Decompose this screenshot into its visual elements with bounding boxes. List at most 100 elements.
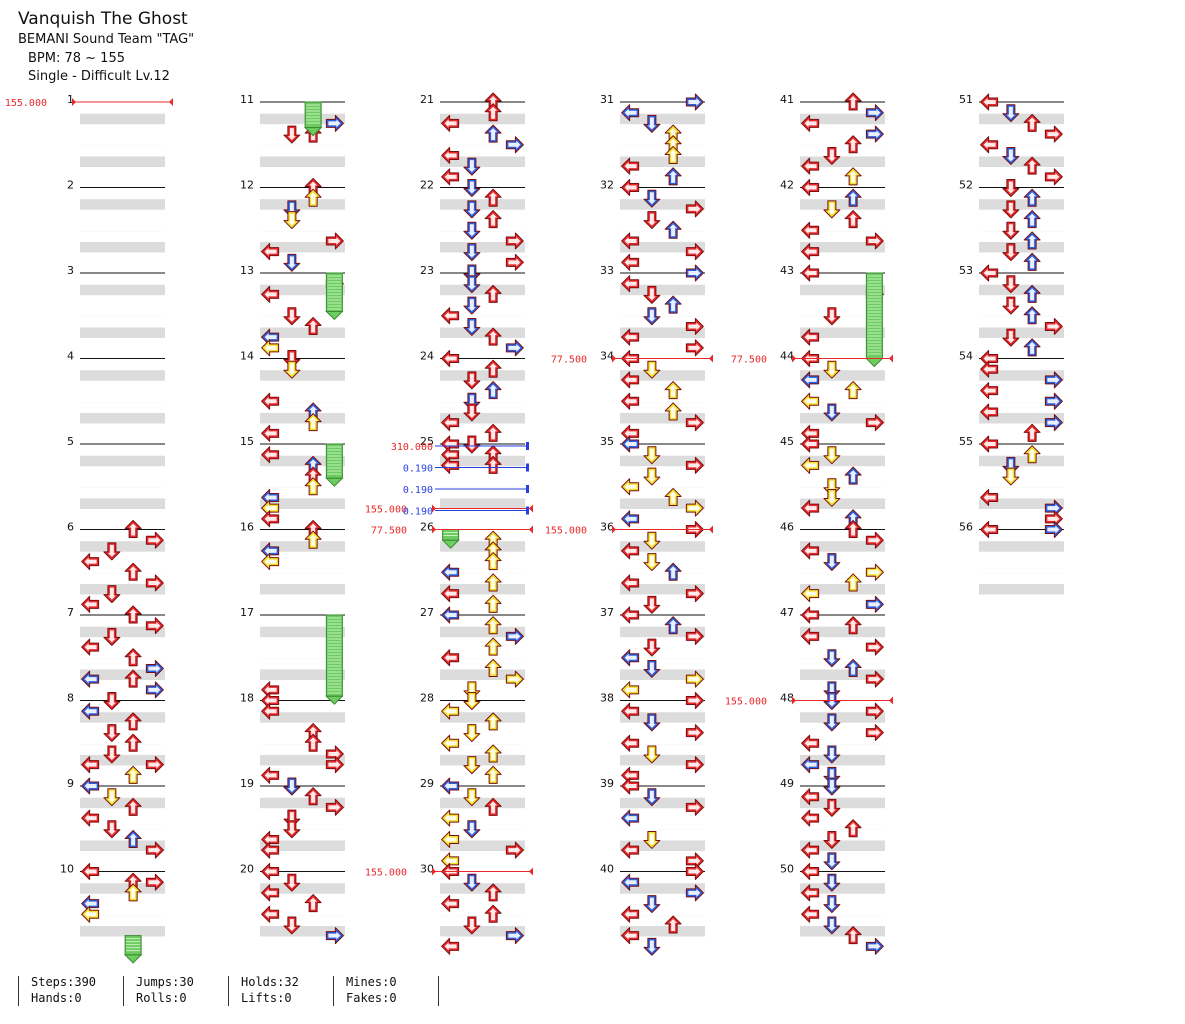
- step-arrow: [823, 745, 841, 764]
- beat-band-light: [620, 893, 705, 905]
- bpm-marker-head: [529, 867, 533, 876]
- beat-band-light: [80, 851, 165, 862]
- step-arrow: [484, 594, 502, 613]
- arrow-highlight: [444, 856, 457, 865]
- step-arrow: [1002, 467, 1020, 486]
- step-arrow: [484, 616, 502, 635]
- arrow-highlight: [287, 780, 296, 792]
- arrow-highlight: [264, 546, 277, 555]
- beat-band-light: [800, 765, 885, 777]
- arrow-highlight: [1028, 448, 1037, 461]
- step-arrow: [823, 360, 841, 379]
- beat-band-light: [979, 530, 1064, 542]
- beat-band-light: [979, 551, 1064, 563]
- step-arrow: [261, 830, 280, 848]
- arrow-highlight: [804, 910, 817, 919]
- arrow-highlight: [489, 427, 498, 440]
- measure-number: 40: [600, 863, 614, 876]
- arrow-highlight: [688, 589, 701, 598]
- arrow-highlight: [1047, 514, 1060, 523]
- arrow-highlight: [849, 170, 858, 183]
- step-arrow: [283, 916, 301, 935]
- arrow-highlight: [688, 803, 701, 812]
- step-arrow: [1044, 317, 1063, 335]
- arrow-highlight: [1006, 470, 1015, 483]
- bpm-value: 77.500: [371, 526, 407, 537]
- arrow-highlight: [688, 418, 701, 427]
- arrow-highlight: [489, 192, 498, 205]
- bpm-value: 77.500: [551, 355, 587, 366]
- arrow-highlight: [264, 771, 277, 780]
- beat-band-light: [979, 274, 1064, 285]
- arrow-highlight: [669, 299, 678, 312]
- arrow-highlight: [688, 461, 701, 470]
- beat-band-light: [440, 872, 525, 884]
- beat-band-light: [440, 231, 525, 242]
- arrow-highlight: [1006, 245, 1015, 258]
- arrow-highlight: [309, 534, 318, 547]
- beat-band-light: [80, 936, 165, 948]
- step-arrow: [283, 125, 301, 144]
- arrow-highlight: [489, 128, 498, 141]
- hold-body: [304, 101, 322, 129]
- beat-band-light: [800, 637, 885, 649]
- arrow-highlight: [444, 782, 457, 790]
- beat-band-light: [979, 295, 1064, 307]
- step-arrow: [484, 765, 502, 784]
- step-arrow: [621, 702, 640, 720]
- beat-band-light: [620, 316, 705, 328]
- arrow-highlight: [624, 910, 637, 919]
- step-arrow: [484, 883, 502, 902]
- arrow-highlight: [489, 331, 498, 344]
- beat-band-light: [80, 594, 165, 606]
- beat-band-light: [979, 209, 1064, 221]
- bpm-value: 155.000: [5, 98, 47, 109]
- step-arrow: [685, 339, 704, 357]
- bpm-marker-head: [169, 98, 173, 106]
- step-arrow: [304, 530, 322, 549]
- measure-number: 46: [780, 521, 794, 534]
- arrow-highlight: [983, 354, 996, 363]
- beat-band-light: [260, 551, 345, 563]
- arrow-highlight: [624, 739, 637, 748]
- arrow-highlight: [489, 576, 498, 589]
- arrow-highlight: [624, 183, 637, 192]
- measure-number: 42: [780, 179, 794, 192]
- bpm-marker-head: [709, 525, 713, 534]
- arrow-highlight: [688, 888, 701, 897]
- step-arrow: [865, 232, 884, 250]
- beat-band-light: [620, 423, 705, 435]
- beat-band-light: [620, 466, 705, 478]
- beat-band-light: [800, 530, 885, 542]
- arrow-highlight: [804, 760, 817, 769]
- stat-mines: Mines:0: [346, 975, 397, 989]
- step-arrow: [685, 243, 704, 261]
- stats-divider: [333, 976, 334, 1006]
- arrow-highlight: [129, 715, 138, 728]
- arrow-highlight: [688, 269, 701, 277]
- arrow-highlight: [624, 397, 637, 406]
- arrow-highlight: [264, 429, 277, 438]
- arrow-highlight: [129, 886, 138, 899]
- step-arrow: [823, 777, 841, 796]
- bpm-value: 155.000: [365, 868, 407, 879]
- arrow-highlight: [868, 707, 881, 716]
- beat-band-light: [620, 851, 705, 862]
- step-arrow: [823, 916, 841, 935]
- beat-band-light: [260, 188, 345, 200]
- beat-band-light: [80, 765, 165, 777]
- beat-band-light: [440, 423, 525, 435]
- arrow-highlight: [1006, 149, 1015, 162]
- beat-band-light: [800, 744, 885, 755]
- arrow-highlight: [1028, 256, 1037, 269]
- step-arrow: [325, 232, 344, 250]
- step-arrow: [1002, 243, 1020, 262]
- arrow-highlight: [688, 696, 701, 705]
- arrow-highlight: [804, 546, 817, 555]
- step-arrow: [484, 712, 502, 731]
- step-arrow: [441, 649, 460, 667]
- step-arrow: [304, 733, 322, 752]
- step-arrow: [685, 756, 704, 774]
- beat-band-light: [620, 338, 705, 349]
- beat-band-light: [800, 124, 885, 136]
